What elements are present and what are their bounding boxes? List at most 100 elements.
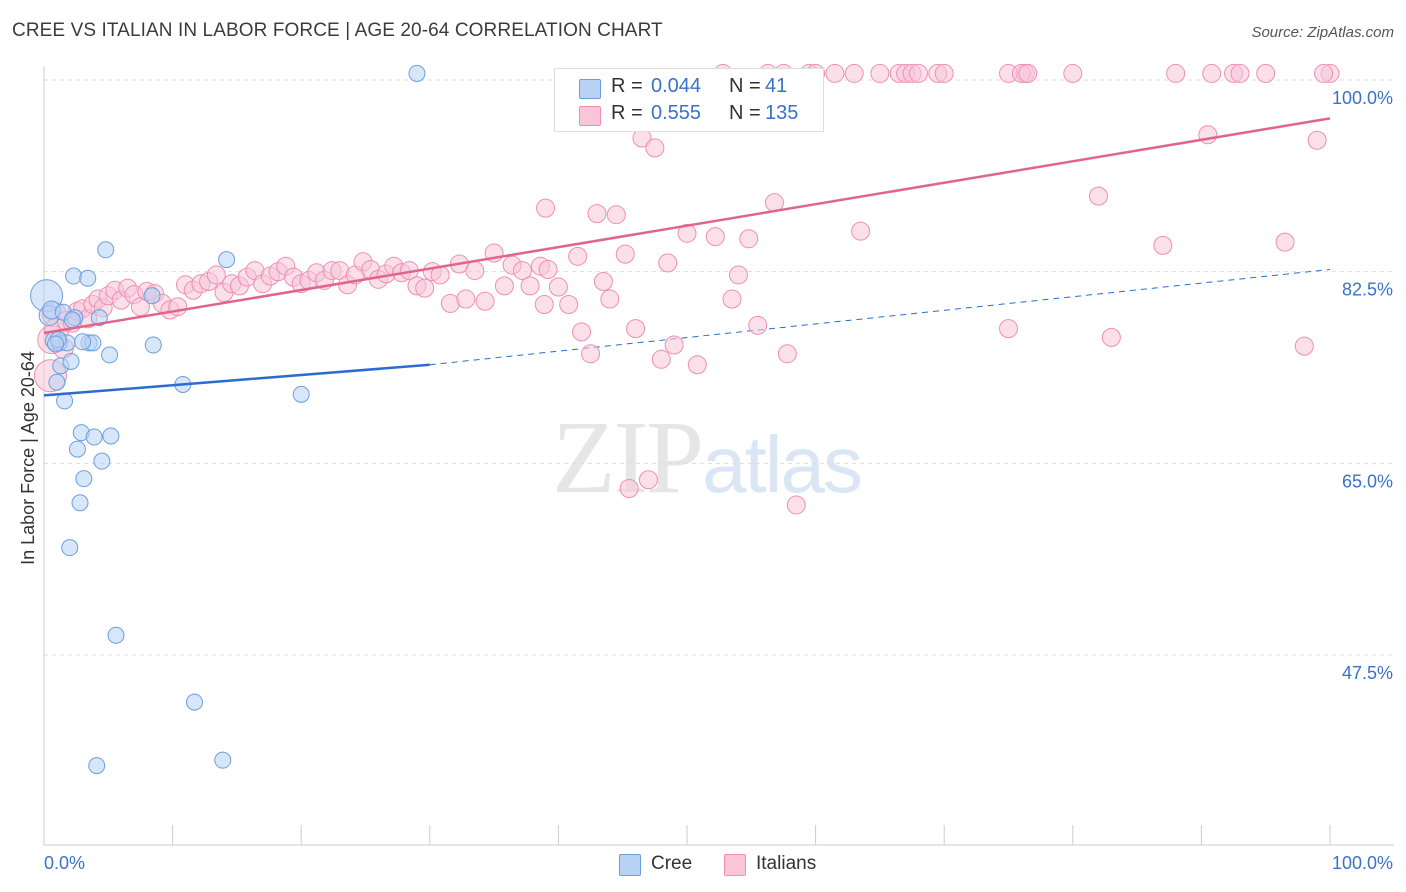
italians-point-61 — [465, 261, 485, 281]
italians-point-129 — [1256, 63, 1276, 83]
italians-point-88 — [658, 253, 678, 273]
cree-n-label: N = — [729, 75, 761, 97]
italians-point-72 — [548, 277, 568, 297]
italians-swatch — [579, 106, 601, 126]
italians-point-114 — [934, 63, 954, 83]
cree-point-35 — [292, 385, 310, 403]
italians-point-55 — [415, 278, 435, 298]
italians-point-67 — [520, 276, 540, 296]
italians-point-101 — [777, 344, 797, 364]
italians-point-107 — [851, 221, 871, 241]
italians-point-70 — [536, 198, 556, 218]
italians-point-91 — [687, 355, 707, 375]
cree-point-26 — [101, 346, 119, 364]
italians-point-71 — [534, 295, 554, 315]
italians-point-102 — [786, 495, 806, 515]
grid-lines — [44, 79, 1394, 656]
italians-point-125 — [1198, 125, 1218, 145]
watermark-atlas: atlas — [702, 420, 863, 509]
italians-point-78 — [593, 272, 613, 292]
italians-point-79 — [600, 289, 620, 309]
italians-point-97 — [748, 315, 768, 335]
cree-point-17 — [75, 470, 93, 488]
tick-labels: 47.5% 65.0% 82.5% 100.0% 0.0% 100.0% — [44, 88, 1393, 873]
italians-point-134 — [1314, 63, 1334, 83]
italians-point-132 — [1307, 130, 1327, 150]
cree-point-15 — [71, 494, 89, 512]
cree-point-24 — [93, 452, 111, 470]
italians-point-130 — [1275, 232, 1295, 252]
italians-point-76 — [581, 344, 601, 364]
cree-point-28 — [107, 626, 125, 644]
y-tick-label-2: 82.5% — [1342, 280, 1393, 300]
axes — [43, 66, 1394, 846]
legend: R = 0.044 N = 41 R = 0.555 N = 135 — [554, 68, 824, 132]
cree-r-label: R = — [611, 75, 643, 97]
italians-point-105 — [825, 63, 845, 83]
italians-point-95 — [728, 265, 748, 285]
source-label: Source: ZipAtlas.com — [1251, 24, 1394, 41]
italians-point-62 — [475, 291, 495, 311]
italians-point-75 — [572, 322, 592, 342]
x-tick-label-0: 0.0% — [44, 853, 85, 873]
cree-point-40 — [63, 311, 81, 329]
bottom-italians-label: Italians — [756, 853, 817, 874]
y-tick-label-1: 65.0% — [1342, 471, 1393, 491]
x-tick-label-1: 100.0% — [1332, 853, 1393, 873]
cree-point-32 — [185, 693, 203, 711]
y-tick-label-0: 47.5% — [1342, 663, 1393, 683]
cree-point-37 — [74, 333, 92, 351]
cree-point-21 — [85, 428, 103, 446]
cree-point-22 — [88, 757, 106, 775]
cree-point-18 — [79, 269, 97, 287]
chart-title: CREE VS ITALIAN IN LABOR FORCE | AGE 20-… — [12, 20, 663, 41]
italians-point-124 — [1166, 63, 1186, 83]
italians-point-121 — [1089, 186, 1109, 206]
cree-point-14 — [68, 440, 86, 458]
bottom-cree-label: Cree — [651, 853, 693, 874]
italians-point-80 — [606, 205, 626, 225]
italians-point-77 — [587, 204, 607, 224]
italians-point-73 — [559, 295, 579, 315]
italians-point-28 — [206, 265, 226, 285]
cree-point-36 — [408, 64, 426, 82]
italians-point-120 — [1063, 63, 1083, 83]
italians-n-label: N = — [729, 102, 761, 124]
italians-point-96 — [739, 229, 759, 249]
trend-extensions — [429, 268, 1331, 366]
cree-point-10 — [61, 539, 79, 557]
cree-point-30 — [144, 336, 162, 354]
cree-point-25 — [97, 241, 115, 259]
italians-point-81 — [615, 244, 635, 264]
italians-point-106 — [844, 63, 864, 83]
italians-point-74 — [568, 246, 588, 266]
italians-point-83 — [626, 319, 646, 339]
cree-point-33 — [214, 751, 232, 769]
trend-lines — [43, 117, 1331, 397]
bottom-cree-swatch — [619, 854, 641, 876]
italians-point-128 — [1230, 63, 1250, 83]
italians-point-112 — [908, 63, 928, 83]
cree-swatch — [579, 79, 601, 99]
cree-r-value: 0.044 — [651, 75, 702, 97]
italians-point-86 — [645, 138, 665, 158]
italians-point-122 — [1101, 327, 1121, 347]
italians-point-90 — [677, 223, 697, 243]
italians-point-69 — [538, 259, 558, 279]
italians-point-60 — [456, 289, 476, 309]
cree-trend-extension — [429, 268, 1331, 366]
italians-point-115 — [999, 319, 1018, 339]
italians-trend-line — [43, 117, 1331, 335]
italians-point-23 — [168, 297, 188, 317]
cree-point-4 — [48, 373, 66, 391]
italians-point-94 — [722, 289, 742, 309]
cree-trend-line — [43, 363, 430, 397]
italians-r-value: 0.555 — [651, 102, 702, 124]
italians-point-66 — [512, 261, 532, 281]
italians-point-82 — [619, 479, 639, 499]
cree-point-34 — [218, 251, 236, 269]
italians-point-92 — [705, 227, 725, 247]
italians-point-123 — [1153, 235, 1173, 255]
cree-point-12 — [65, 267, 83, 285]
